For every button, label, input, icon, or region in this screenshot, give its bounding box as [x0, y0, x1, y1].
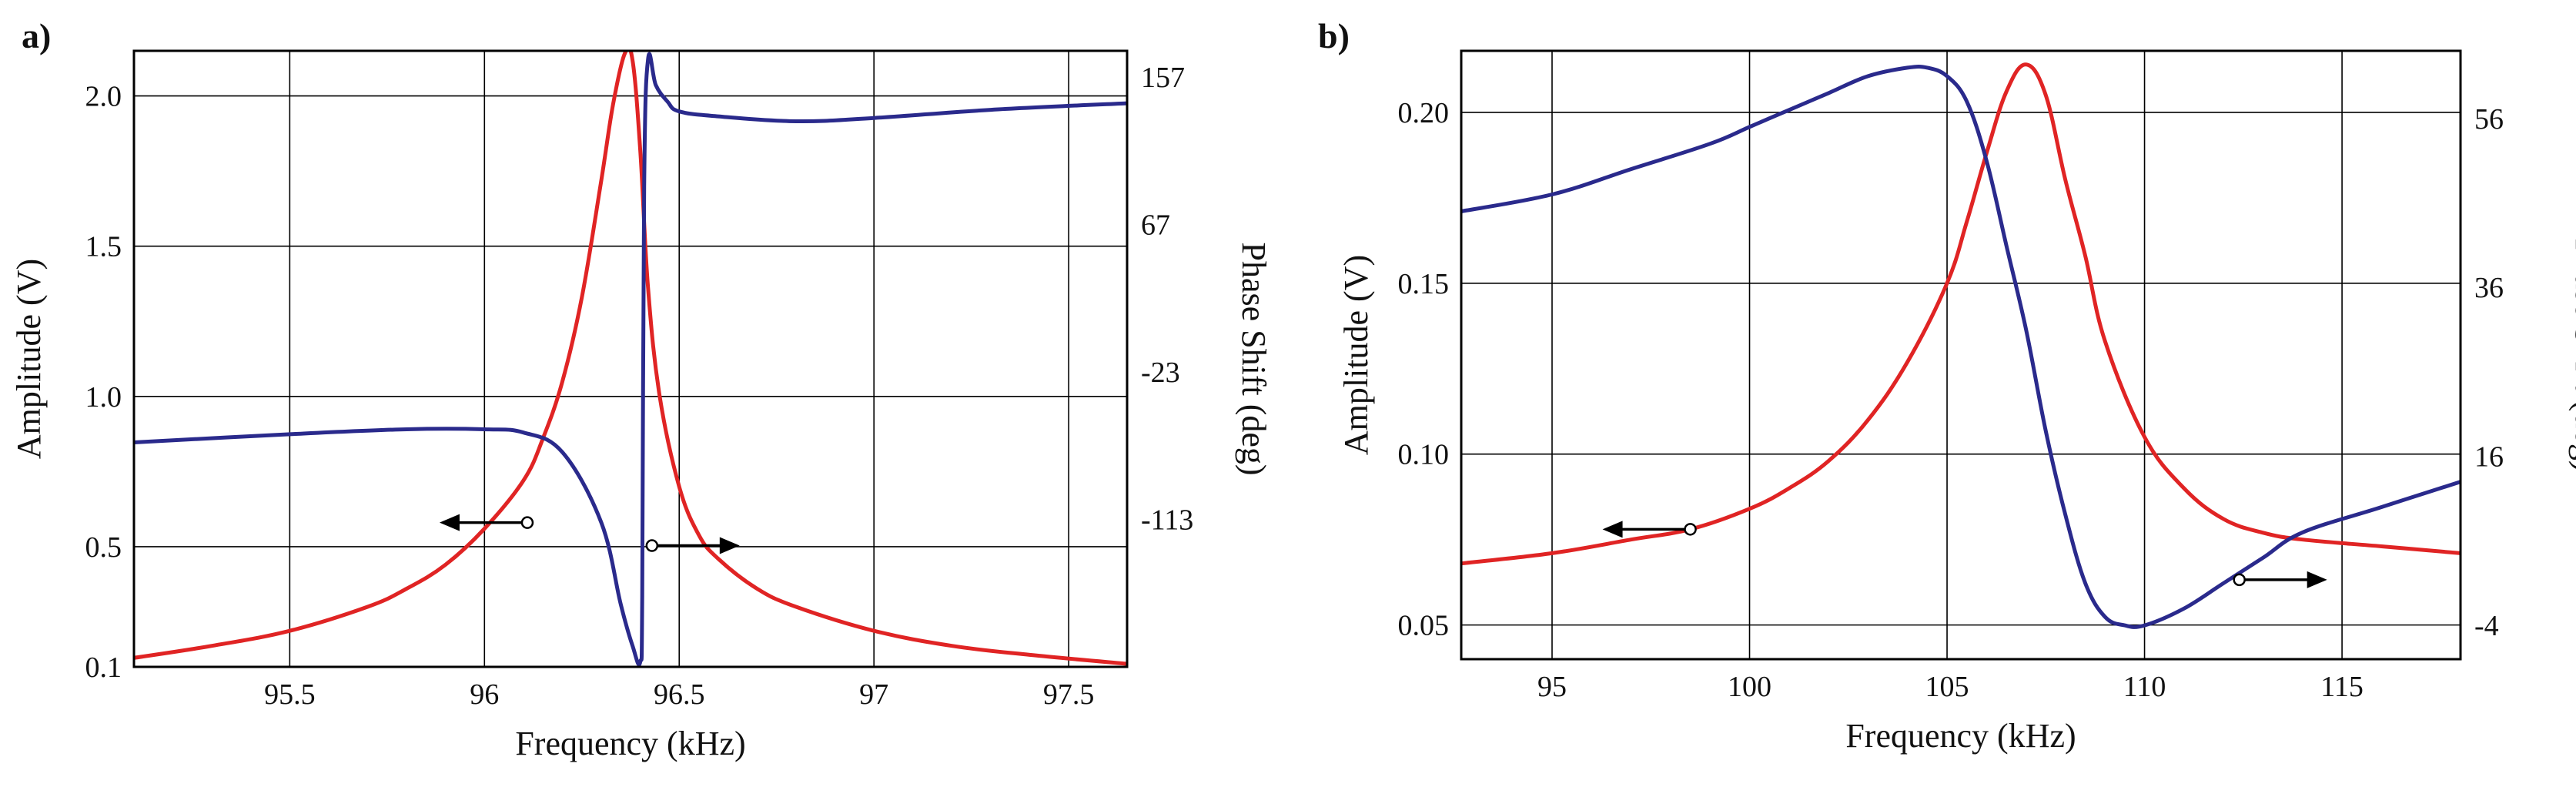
y-right-tick-label: 67 — [1141, 209, 1170, 242]
y-axis-left-label: Amplitude (V) — [10, 259, 48, 459]
y-right-tick-label: 36 — [2474, 272, 2504, 304]
panel-a: a) 95.5 96 96.5 97 97.5 0.1 0.5 1.0 1.5 2.0 -113 -2… — [10, 16, 1273, 762]
annotation-arrow-head — [719, 537, 740, 554]
y-left-tick-label: 0.20 — [1398, 97, 1450, 129]
annotation-marker — [1684, 523, 1697, 536]
grid-lines — [1461, 51, 2461, 659]
panel-label: b) — [1318, 16, 1350, 55]
annotation-group — [439, 514, 740, 554]
annotation-group — [1602, 521, 2327, 588]
amplitude-line — [134, 51, 1127, 666]
y-left-tick-label: 0.1 — [85, 651, 122, 684]
series-group — [134, 51, 1127, 667]
phase-line — [134, 52, 1127, 667]
annotation-marker — [645, 539, 659, 552]
y-right-tick-label: -4 — [2474, 610, 2499, 642]
amplitude-line — [1461, 62, 2461, 566]
y-right-tick-label: 157 — [1141, 62, 1185, 94]
x-tick-label: 97 — [859, 678, 888, 711]
y-left-tick-label: 0.15 — [1398, 268, 1450, 300]
y-right-tick-label: 16 — [2474, 441, 2504, 474]
y-left-tick-label: 0.10 — [1398, 439, 1450, 471]
panel-label: a) — [22, 16, 51, 55]
y-left-tick-label: 0.05 — [1398, 610, 1450, 642]
y-right-tick-label: -113 — [1141, 504, 1193, 537]
tick-labels: 95.5 96 96.5 97 97.5 0.1 0.5 1.0 1.5 2.0 -113 -23 67… — [85, 62, 1194, 711]
x-tick-label: 95.5 — [264, 678, 316, 711]
annotation-arrow-head — [2307, 571, 2327, 588]
phase-line — [1461, 64, 2461, 629]
y-left-tick-label: 2.0 — [85, 81, 122, 113]
x-tick-label: 105 — [1925, 671, 1969, 703]
plot-frame — [1460, 49, 2462, 661]
y-left-tick-label: 1.0 — [85, 381, 122, 414]
x-tick-label: 110 — [2123, 671, 2166, 703]
x-tick-label: 96.5 — [654, 678, 705, 711]
y-axis-left-label: Amplitude (V) — [1337, 255, 1375, 455]
x-axis-label: Frequency (kHz) — [1845, 717, 2076, 755]
y-right-tick-label: -23 — [1141, 357, 1180, 389]
x-tick-label: 95 — [1537, 671, 1567, 703]
annotation-marker — [520, 516, 534, 529]
y-right-tick-label: 56 — [2474, 103, 2504, 136]
y-left-tick-label: 1.5 — [85, 231, 122, 263]
series-group — [1461, 62, 2461, 629]
y-axis-right-label: Phase Shift (deg) — [1235, 242, 1273, 475]
x-tick-label: 115 — [2320, 671, 2364, 703]
x-tick-label: 97.5 — [1043, 678, 1095, 711]
x-axis-label: Frequency (kHz) — [515, 725, 745, 762]
annotation-marker — [2233, 573, 2246, 587]
y-axis-right-label: Phase Shift (deg) — [2568, 238, 2576, 471]
tick-labels: 95 100 105 110 115 0.05 0.10 0.15 0.20 -4 16 36 56 — [1398, 97, 2504, 703]
y-left-tick-label: 0.5 — [85, 531, 122, 564]
x-tick-label: 100 — [1728, 671, 1771, 703]
annotation-arrow-head — [1602, 521, 1623, 538]
annotation-arrow-head — [439, 514, 460, 531]
plot-frame — [132, 49, 1129, 668]
panel-b: b) 95 100 105 110 115 0.05 0.10 0.15 0.20 -4 16 36 5… — [1318, 16, 2576, 755]
x-tick-label: 96 — [470, 678, 499, 711]
